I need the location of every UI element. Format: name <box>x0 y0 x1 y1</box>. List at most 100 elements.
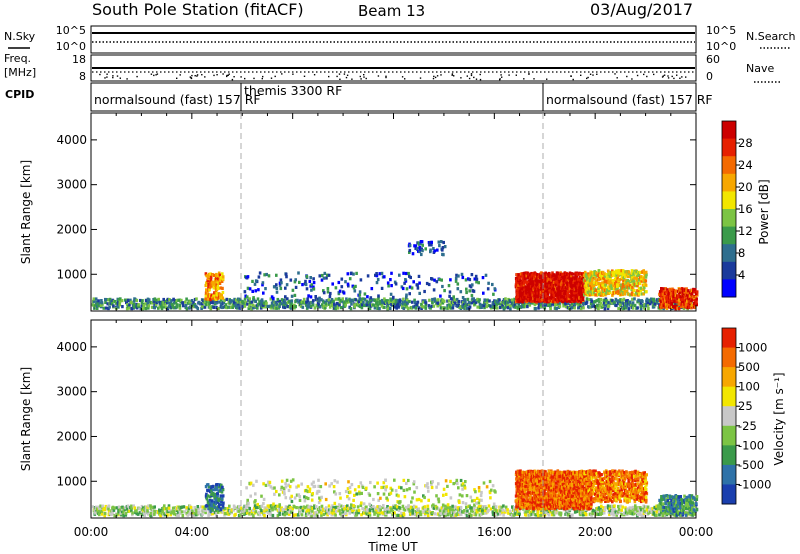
heatmap-cell <box>558 287 562 291</box>
heatmap-cell <box>211 508 214 512</box>
heatmap-cell <box>177 505 181 509</box>
heatmap-cell <box>675 300 679 304</box>
heatmap-cell <box>387 507 391 511</box>
heatmap-cell <box>181 301 185 305</box>
heatmap-cell <box>278 283 282 287</box>
heatmap-cell <box>540 296 543 300</box>
heatmap-cell <box>403 281 406 285</box>
heatmap-cell <box>428 298 431 302</box>
heatmap-cell <box>260 509 263 513</box>
heatmap-cell <box>137 304 141 309</box>
heatmap-cell <box>394 506 397 510</box>
heatmap-cell <box>611 301 614 305</box>
heatmap-cell <box>551 511 554 515</box>
heatmap-cell <box>327 298 331 302</box>
heatmap-cell <box>419 513 423 517</box>
heatmap-cell <box>217 505 221 509</box>
heatmap-cell <box>122 514 125 518</box>
heatmap-cell <box>541 283 544 287</box>
heatmap-cell <box>426 504 430 508</box>
heatmap-cell <box>437 298 440 302</box>
heatmap-cell <box>209 512 212 516</box>
heatmap-cell <box>192 305 196 309</box>
heatmap-cell <box>275 273 278 277</box>
heatmap-cell <box>377 296 380 300</box>
heatmap-cell <box>310 288 313 292</box>
heatmap-cell <box>122 509 126 514</box>
heatmap-cell <box>419 510 422 514</box>
heatmap-cell <box>372 505 375 509</box>
heatmap-cell <box>322 512 326 516</box>
heatmap-cell <box>402 297 405 301</box>
heatmap-cell <box>456 287 460 291</box>
heatmap-cell <box>352 272 355 276</box>
heatmap-cell <box>418 241 422 246</box>
heatmap-cell <box>624 278 628 282</box>
heatmap-cell <box>567 512 571 517</box>
heatmap-cell <box>194 508 198 512</box>
heatmap-cell <box>157 300 160 304</box>
heatmap-cell <box>213 511 217 515</box>
heatmap-cell <box>305 511 308 515</box>
heatmap-cell <box>571 513 574 517</box>
heatmap-cell <box>176 303 179 307</box>
heatmap-cell <box>439 509 442 513</box>
heatmap-cell <box>204 291 208 295</box>
heatmap-cell <box>254 510 258 514</box>
heatmap-cell <box>449 297 453 301</box>
heatmap-cell <box>121 305 124 309</box>
heatmap-cell <box>578 289 581 293</box>
heatmap-cell <box>359 278 363 282</box>
heatmap-cell <box>501 305 504 309</box>
heatmap-cell <box>353 305 356 309</box>
heatmap-cell <box>287 299 291 303</box>
heatmap-cell <box>103 514 106 518</box>
heatmap-cell <box>101 504 104 508</box>
heatmap-cell <box>322 507 325 511</box>
heatmap-cell <box>459 505 463 510</box>
nave-point <box>99 73 101 76</box>
heatmap-cell <box>611 299 614 303</box>
heatmap-cell <box>668 287 672 291</box>
heatmap-cell <box>429 248 432 252</box>
heatmap-cell <box>633 269 636 273</box>
heatmap-cell <box>517 306 520 310</box>
heatmap-cell <box>301 283 304 287</box>
heatmap-cell <box>193 297 197 302</box>
heatmap-cell <box>449 278 452 282</box>
heatmap-cell <box>251 289 254 293</box>
heatmap-cell <box>509 509 512 513</box>
heatmap-cell <box>495 513 499 517</box>
heatmap-cell <box>626 507 629 511</box>
heatmap-cell <box>624 302 628 306</box>
heatmap-cell <box>465 514 469 518</box>
heatmap-cell <box>318 299 321 303</box>
heatmap-cell <box>204 283 208 288</box>
heatmap-cell <box>326 513 329 517</box>
heatmap-cell <box>519 469 522 473</box>
heatmap-cell <box>542 287 546 291</box>
heatmap-cell <box>361 303 364 307</box>
heatmap-cell <box>120 507 124 511</box>
heatmap-cell <box>365 505 368 509</box>
heatmap-cell <box>265 272 268 277</box>
heatmap-cell <box>516 491 520 495</box>
heatmap-cell <box>605 279 608 283</box>
heatmap-cell <box>272 296 275 300</box>
heatmap-cell <box>289 304 293 308</box>
heatmap-cell <box>202 508 205 512</box>
heatmap-cell <box>196 505 200 509</box>
heatmap-cell <box>538 500 541 504</box>
heatmap-cell <box>484 505 487 509</box>
heatmap-cell <box>214 502 218 506</box>
heatmap-cell <box>202 299 205 303</box>
heatmap-cell <box>580 293 584 297</box>
heatmap-cell <box>486 287 490 291</box>
heatmap-cell <box>383 507 387 511</box>
heatmap-cell <box>386 281 390 285</box>
nave-point <box>453 75 455 77</box>
heatmap-cell <box>586 290 590 294</box>
colorbar-tick-label: 12 <box>738 224 753 238</box>
heatmap-cell <box>340 285 344 289</box>
heatmap-cell <box>564 296 567 300</box>
